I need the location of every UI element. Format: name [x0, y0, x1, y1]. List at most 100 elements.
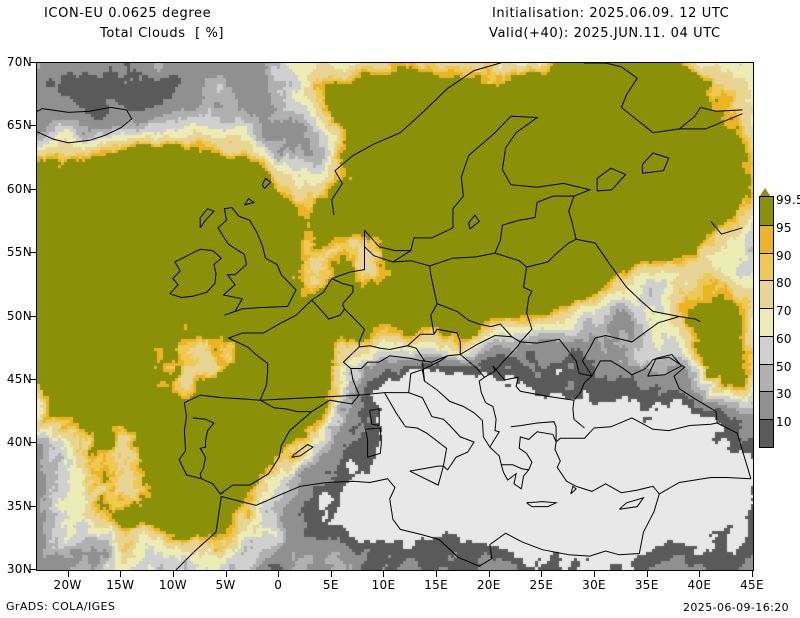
coastline-path	[393, 251, 411, 262]
coastline-path	[711, 221, 743, 234]
lat-tick	[30, 442, 36, 444]
lon-tick-label: 5W	[215, 578, 236, 592]
coastline-path	[218, 208, 296, 316]
colorbar-separator	[760, 252, 773, 254]
lon-tick-label: 35E	[634, 578, 659, 592]
coastline-path	[422, 355, 499, 448]
coastline-path	[366, 428, 382, 457]
lon-tick-label: 25E	[529, 578, 554, 592]
valid-time: Valid(+40): 2025.JUN.11. 04 UTC	[489, 26, 721, 41]
lon-tick-label: 15W	[106, 578, 135, 592]
colorbar-band	[760, 280, 773, 309]
coastline-path	[312, 279, 353, 320]
coastline-path	[469, 215, 480, 229]
colorbar-tick-label: 80	[776, 276, 792, 291]
coastline-path	[527, 196, 577, 267]
colorbar-band	[760, 308, 773, 336]
colorbar-tick-label: 95	[776, 220, 792, 235]
coastline-path	[220, 493, 223, 494]
colorbar-separator	[760, 335, 773, 337]
colorbar-separator	[760, 363, 773, 365]
lat-tick	[30, 62, 36, 63]
lat-tick-label: 40N	[6, 435, 32, 450]
lat-tick	[30, 188, 36, 190]
lat-tick-label: 70N	[6, 55, 32, 69]
coastline-overlay	[37, 63, 753, 570]
coastline-path	[520, 339, 592, 376]
lon-tick	[752, 571, 753, 577]
field-title: Total Clouds [ %]	[100, 26, 225, 41]
coastline-path	[345, 309, 425, 361]
coastline-path	[576, 239, 700, 321]
lon-tick	[646, 571, 648, 577]
lon-tick	[383, 571, 385, 577]
coastline-path	[262, 178, 271, 188]
footer-timestamp: 2025-06-09-16:20	[683, 601, 789, 614]
lon-tick	[488, 571, 490, 577]
map-plot-area	[36, 62, 754, 571]
coastline-path	[571, 486, 576, 494]
lon-tick-label: 10E	[371, 578, 396, 592]
coastline-path	[430, 266, 437, 304]
lon-tick-label: 30E	[582, 578, 606, 592]
coastline-path	[351, 356, 425, 395]
lat-tick-label: 45N	[6, 371, 32, 386]
coastline-path	[260, 400, 312, 411]
colorbar-band	[760, 197, 773, 225]
coastline-path	[408, 329, 461, 354]
coastline-path	[200, 209, 214, 228]
coastline-path	[511, 422, 556, 442]
lat-tick	[30, 125, 36, 127]
colorbar-separator	[760, 419, 773, 421]
coastline-path	[555, 442, 659, 494]
colorbar-tick-label: 30	[776, 387, 792, 402]
initialisation-time: Initialisation: 2025.06.09. 12 UTC	[492, 6, 730, 21]
colorbar-tick-label: 90	[776, 248, 792, 263]
lon-tick	[330, 571, 332, 577]
lon-tick-label: 20E	[476, 578, 501, 592]
colorbar-band	[760, 391, 773, 420]
coastline-path	[597, 168, 625, 191]
colorbar-band	[760, 419, 773, 447]
coastline-path	[179, 395, 312, 494]
lat-tick	[30, 378, 36, 380]
lat-tick-label: 35N	[6, 498, 32, 513]
lat-tick	[30, 505, 36, 507]
coastline-path	[229, 230, 365, 400]
lat-tick-label: 50N	[6, 308, 32, 323]
coastline-path	[343, 347, 359, 369]
coastline-path	[244, 199, 254, 205]
coastline-path	[385, 393, 447, 467]
colorbar-separator	[760, 280, 773, 282]
coastline-path	[493, 366, 574, 400]
lon-tick-label: 10W	[158, 578, 187, 592]
colorbar-top-arrow	[759, 188, 771, 197]
coastline-path	[431, 304, 512, 337]
lon-tick-label: 0	[274, 578, 283, 592]
coastline-path	[365, 116, 590, 266]
coastline-path	[260, 395, 359, 412]
lon-tick-label: 20W	[53, 578, 82, 592]
colorbar-band	[760, 335, 773, 364]
colorbar-tick-label: 70	[776, 304, 792, 319]
coastline-path	[332, 63, 743, 215]
lat-tick	[30, 315, 36, 317]
coastline-path	[648, 355, 682, 377]
lon-tick	[225, 571, 227, 577]
lat-tick	[30, 569, 36, 570]
coastline-path	[659, 478, 751, 494]
colorbar-tick-label: 50	[776, 359, 792, 374]
colorbar-separator	[760, 391, 773, 393]
lon-tick-label: 40E	[687, 578, 712, 592]
lon-tick	[436, 571, 438, 577]
coastline-path	[573, 357, 717, 428]
lon-tick	[172, 571, 174, 577]
coastline-path	[359, 370, 529, 489]
colorbar-tick-label: 99.5	[776, 193, 800, 207]
lat-tick-label: 65N	[6, 118, 32, 133]
lat-tick-label: 55N	[6, 245, 32, 260]
coastline-path	[642, 153, 668, 173]
lat-tick-label: 30N	[6, 562, 32, 576]
coastline-path	[527, 502, 557, 507]
